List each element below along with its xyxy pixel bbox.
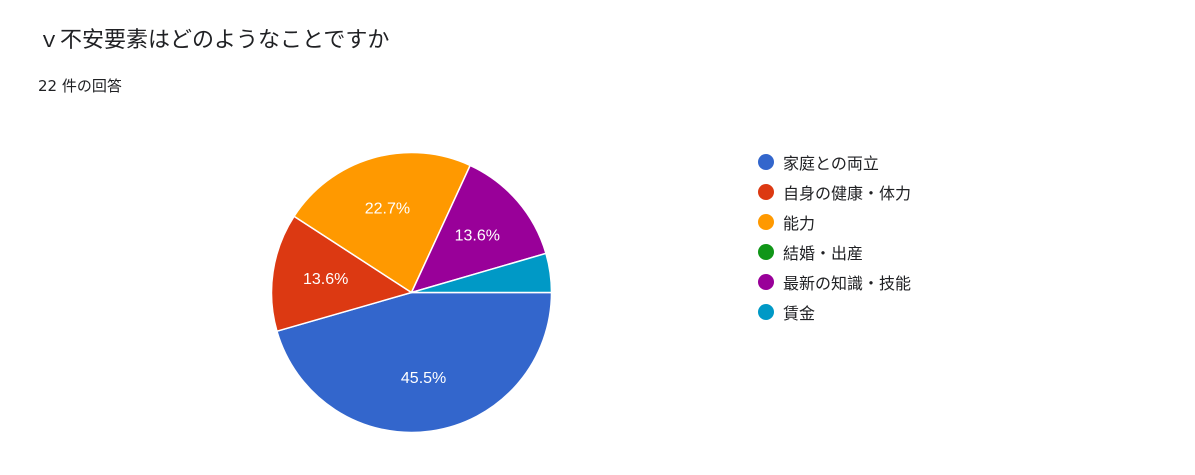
- legend-label: 賃金: [783, 304, 816, 323]
- legend-label: 能力: [783, 214, 816, 233]
- legend-swatch: [758, 244, 774, 260]
- pie-slice-latest-knowledge[interactable]: [410, 164, 547, 294]
- legend-label: 最新の知識・技能: [783, 274, 912, 293]
- legend-swatch: [758, 154, 774, 170]
- legend-swatch: [758, 304, 774, 320]
- legend-swatch: [758, 214, 774, 230]
- response-count: 22 件の回答: [38, 77, 122, 95]
- slice-label-health: 13.6%: [303, 271, 348, 288]
- legend-swatch: [758, 274, 774, 290]
- pie-slice-health[interactable]: [270, 215, 414, 333]
- slice-label-ability: 22.7%: [365, 201, 410, 218]
- legend-label: 自身の健康・体力: [783, 184, 912, 203]
- legend-label: 結婚・出産: [783, 244, 864, 263]
- legend-label: 家庭との両立: [783, 154, 879, 173]
- legend-swatch: [758, 184, 774, 200]
- legend-item-family-balance[interactable]: 家庭との両立: [758, 147, 911, 177]
- question-title: ｖ不安要素はどのようなことですか: [38, 28, 390, 53]
- legend-item-marriage-childbirth[interactable]: 結婚・出産: [758, 237, 911, 267]
- pie-slice-family-balance[interactable]: [276, 291, 553, 434]
- legend-item-wages[interactable]: 賃金: [758, 297, 911, 327]
- pie-slice-ability[interactable]: [293, 151, 472, 294]
- slice-label-latest-knowledge: 13.6%: [455, 227, 500, 244]
- legend-item-health[interactable]: 自身の健康・体力: [758, 177, 911, 207]
- legend-item-ability[interactable]: 能力: [758, 207, 911, 237]
- slice-label-family-balance: 45.5%: [401, 370, 446, 387]
- pie-slice-wages[interactable]: [411, 252, 553, 294]
- chart-legend: 家庭との両立自身の健康・体力 能力結婚・出産最新の知識・技能 賃金: [758, 147, 911, 327]
- legend-item-latest-knowledge[interactable]: 最新の知識・技能: [758, 267, 911, 297]
